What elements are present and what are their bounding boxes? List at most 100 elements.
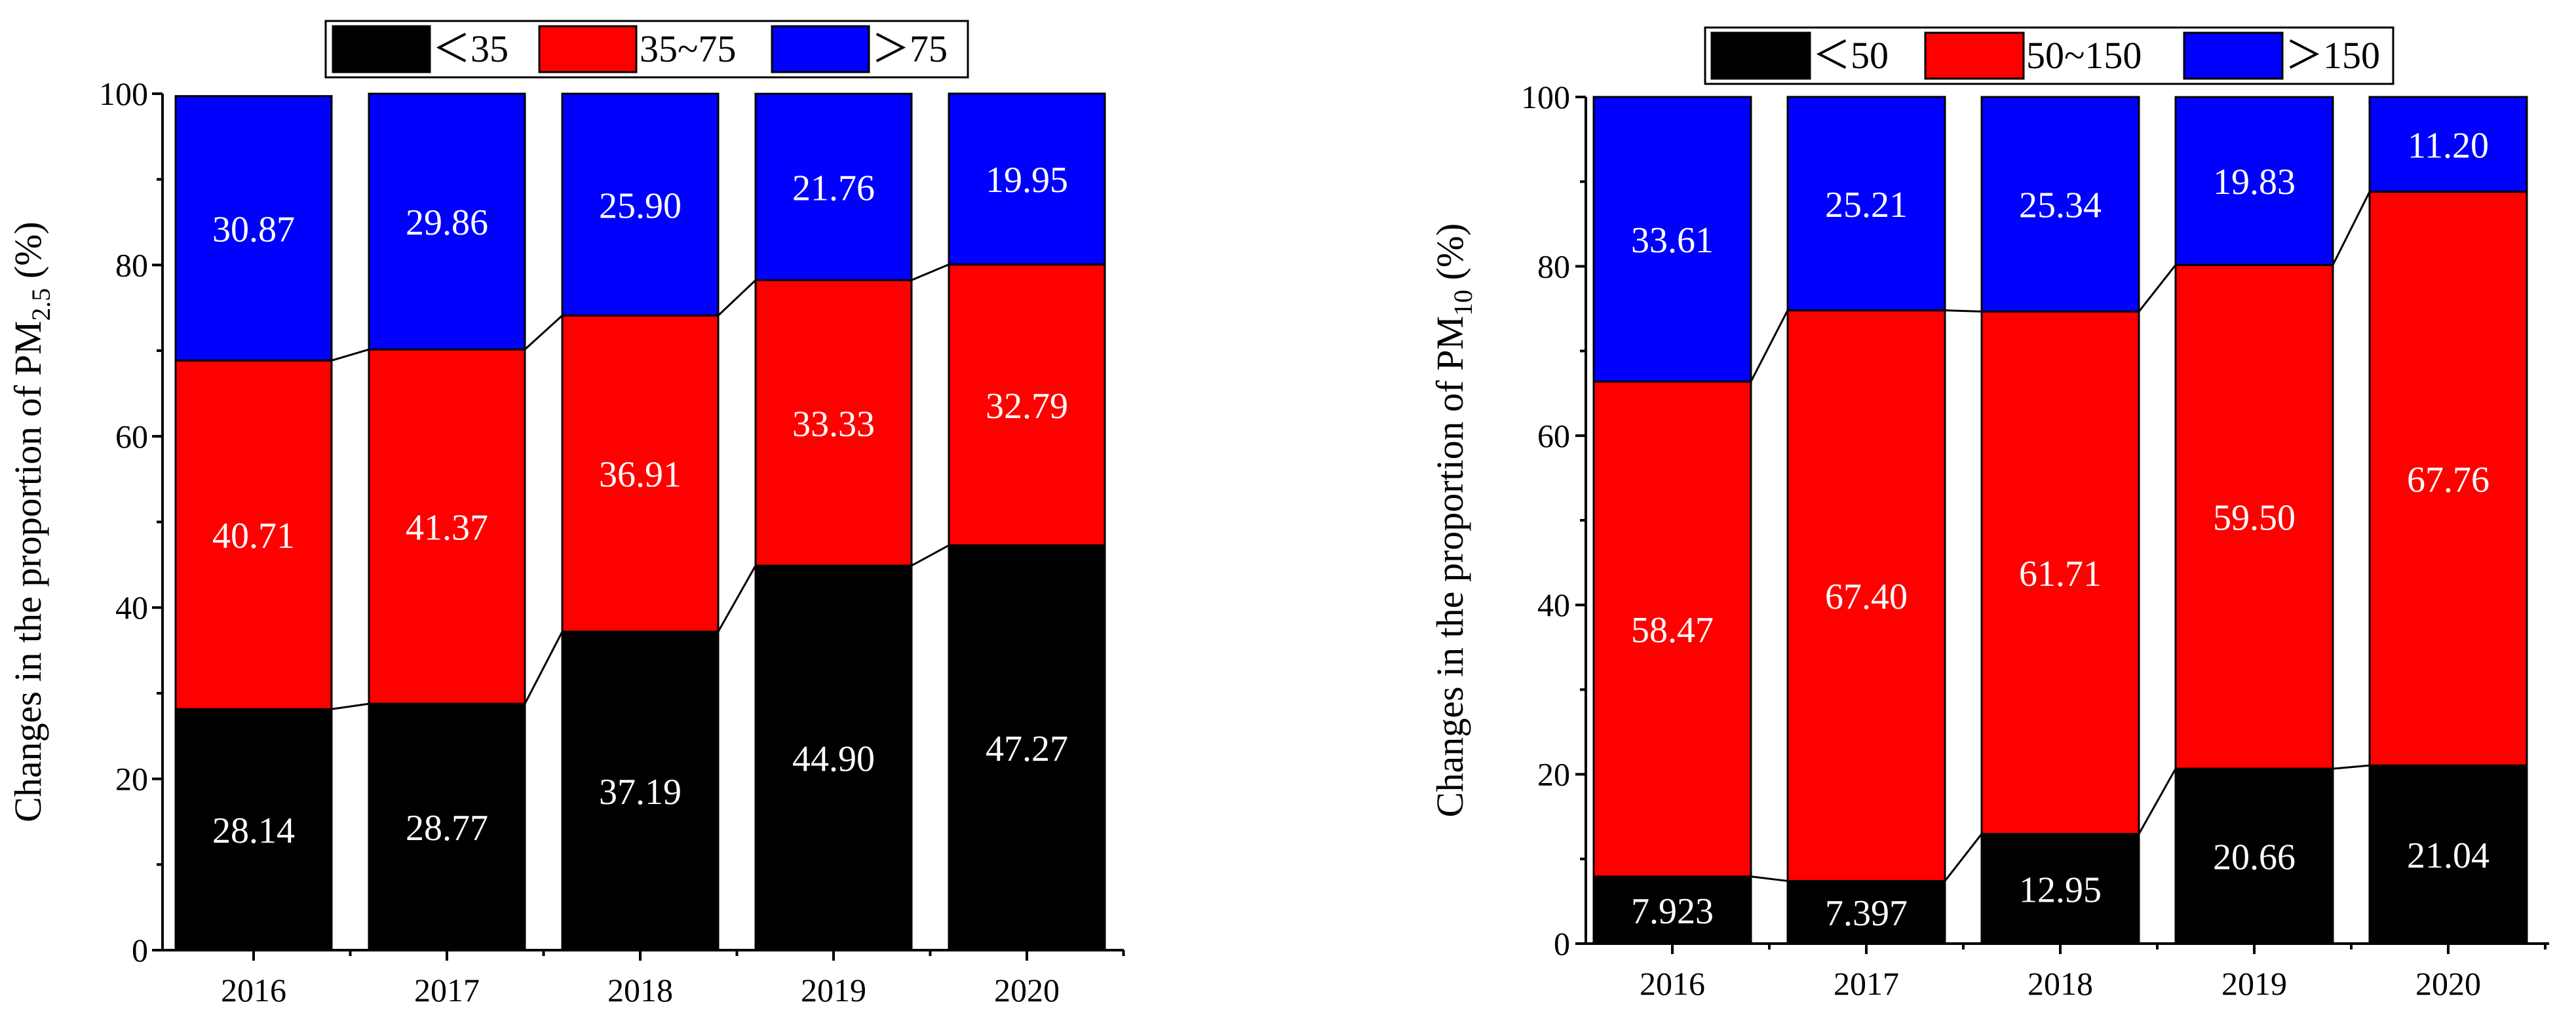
data-label-2020-3: 19.95 — [986, 160, 1068, 201]
y-tick-label: 100 — [99, 75, 148, 112]
bar-segment-2019-2 — [2174, 263, 2334, 770]
connector-line — [2332, 191, 2371, 266]
data-label-2020-2: 32.79 — [986, 386, 1068, 427]
data-label-2018-1: 37.19 — [599, 772, 682, 813]
y-tick-label: 0 — [1554, 925, 1570, 962]
data-label-2016-3: 33.61 — [1631, 220, 1714, 261]
bar-segment-2017-1 — [368, 702, 526, 951]
data-label-2016-3: 30.87 — [212, 209, 295, 250]
bar-segment-2019-1 — [2174, 767, 2334, 945]
y-axis-label-suffix: (%) — [1429, 223, 1471, 290]
y-tick-label: 40 — [115, 589, 148, 626]
data-label-2019-3: 19.83 — [2213, 162, 2296, 202]
x-tick-label-2016: 2016 — [221, 972, 286, 1008]
y-axis-label-subscript: 10 — [1448, 290, 1478, 316]
y-tick-label: 80 — [1537, 248, 1570, 284]
legend-label-3: ＞150 — [2285, 34, 2380, 77]
bar-segment-2019-3 — [754, 92, 913, 282]
bar-segment-2016-3 — [1592, 96, 1752, 383]
connector-line — [911, 544, 950, 567]
y-tick-label: 100 — [1521, 79, 1570, 115]
data-label-2016-1: 28.14 — [212, 811, 295, 851]
connector-line — [331, 702, 370, 710]
y-tick-label: 20 — [115, 761, 148, 797]
data-label-2017-1: 7.397 — [1825, 893, 1908, 934]
data-label-2016-2: 40.71 — [212, 516, 295, 556]
y-tick-label: 60 — [115, 418, 148, 455]
bar-segment-2016-1 — [1592, 875, 1752, 945]
data-label-2018-2: 61.71 — [2019, 554, 2102, 594]
legend: ＜35 35~75 ＞75 — [324, 20, 969, 79]
connector-line — [524, 631, 564, 704]
legend-swatch-3 — [2183, 31, 2284, 80]
connector-line — [1750, 875, 1788, 882]
legend: ＜50 50~150 ＞150 — [1704, 26, 2394, 85]
data-label-2019-1: 20.66 — [2213, 837, 2296, 878]
legend-label-1: ＜50 — [1813, 34, 1889, 77]
data-label-2019-3: 21.76 — [792, 168, 875, 208]
legend-label-2: 50~150 — [2026, 34, 2142, 77]
data-label-2018-2: 36.91 — [599, 455, 682, 495]
connector-line — [2332, 764, 2370, 770]
bar-segment-2016-2 — [174, 359, 333, 710]
x-tick-label-2019: 2019 — [801, 972, 866, 1008]
y-tick-label: 40 — [1537, 586, 1570, 623]
bar-segment-2020-2 — [2368, 191, 2528, 767]
data-label-2019-1: 44.90 — [792, 739, 875, 780]
data-label-2016-1: 7.923 — [1631, 891, 1714, 932]
bar-segment-2018-2 — [1980, 310, 2140, 835]
bar-segment-2019-2 — [754, 279, 913, 567]
connector-line — [524, 315, 564, 351]
bar-segment-2019-3 — [2174, 96, 2334, 266]
bar-segment-2018-3 — [1980, 96, 2140, 313]
connector-line — [1944, 309, 1982, 313]
x-tick-label-2019: 2019 — [2221, 965, 2287, 1002]
legend-swatch-2 — [1924, 31, 2025, 80]
legend-swatch-2 — [538, 25, 638, 73]
y-axis-label-subscript: 2.5 — [26, 288, 56, 321]
data-label-2020-1: 21.04 — [2407, 835, 2489, 876]
y-axis-label: Changes in the proportion of PM10 (%) — [1429, 223, 1478, 818]
data-label-2019-2: 59.50 — [2213, 498, 2296, 539]
legend-label-3: ＞75 — [872, 28, 948, 70]
x-tick-label-2017: 2017 — [414, 972, 480, 1008]
data-label-2017-1: 28.77 — [406, 808, 488, 849]
connector-line — [2138, 264, 2177, 313]
data-label-2017-2: 41.37 — [406, 508, 488, 548]
x-tick-label-2020: 2020 — [994, 972, 1060, 1008]
bar-segment-2018-2 — [561, 315, 720, 633]
data-label-2017-3: 25.21 — [1825, 185, 1908, 225]
data-label-2020-2: 67.76 — [2407, 459, 2489, 500]
connector-line — [331, 348, 370, 362]
connector-line — [1944, 833, 1983, 882]
connector-line — [911, 263, 950, 281]
legend-swatch-1 — [1710, 31, 1811, 80]
data-label-2018-1: 12.95 — [2019, 870, 2102, 910]
y-tick-label: 60 — [1537, 417, 1570, 454]
x-tick-label-2018: 2018 — [2028, 965, 2093, 1002]
bar-segment-2017-2 — [1786, 309, 1946, 882]
bar-segment-2020-3 — [948, 92, 1106, 266]
connector-line — [717, 565, 757, 632]
bar-segment-2020-3 — [2368, 96, 2528, 193]
connector-line — [2138, 768, 2177, 835]
bar-segment-2017-2 — [368, 348, 526, 705]
bar-segment-2019-1 — [754, 564, 913, 951]
bar-segment-2018-3 — [561, 92, 720, 317]
bar-segment-2017-3 — [368, 92, 526, 351]
x-tick-label-2017: 2017 — [1834, 965, 1899, 1002]
pm25-stacked-bar-chart: 28.14 40.71 30.87 28.77 41.37 29.86 37.19 36.91… — [7, 20, 1125, 1008]
x-tick-label-2020: 2020 — [2415, 965, 2481, 1002]
y-axis-label-main: Changes in the proportion of PM — [7, 321, 49, 822]
legend-swatch-1 — [332, 25, 431, 73]
bar-segment-2020-1 — [948, 544, 1106, 951]
legend-label-1: ＜35 — [433, 28, 509, 70]
y-axis-label-main: Changes in the proportion of PM — [1429, 316, 1471, 817]
data-label-2018-3: 25.90 — [599, 185, 682, 226]
x-tick-label-2018: 2018 — [607, 972, 673, 1008]
y-tick-label: 80 — [115, 246, 148, 283]
legend-swatch-3 — [771, 25, 870, 73]
data-label-2016-2: 58.47 — [1631, 610, 1714, 651]
data-label-2017-3: 29.86 — [406, 202, 488, 243]
